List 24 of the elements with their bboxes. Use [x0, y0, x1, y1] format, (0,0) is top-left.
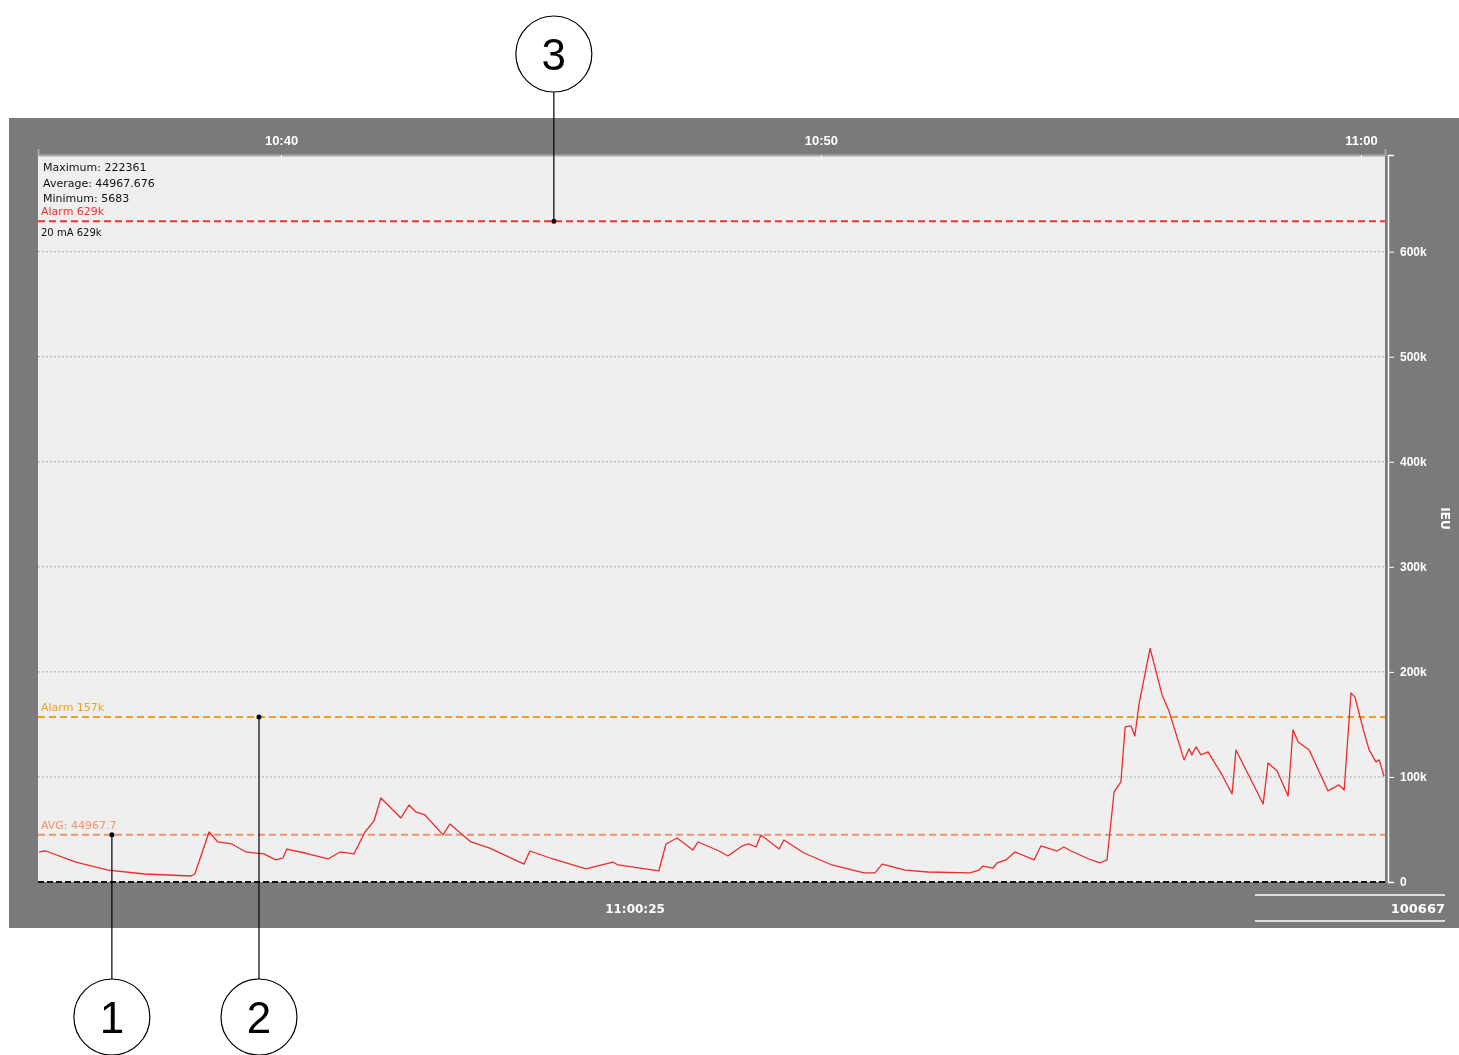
y-tick-label: 600k: [1400, 244, 1428, 259]
y-tick-label: 100k: [1400, 770, 1428, 785]
ref-line-label: Alarm 157k: [41, 701, 105, 715]
y-tick-label: 200k: [1400, 665, 1428, 680]
y-tick-label: 500k: [1400, 350, 1428, 365]
y-tick-label: 400k: [1400, 455, 1428, 470]
ref-line-label: AVG: 44967.7: [41, 818, 117, 832]
text: 100667: [1390, 901, 1445, 916]
x-tick-label: 11:00: [1345, 133, 1378, 148]
y-tick-label: 0: [1400, 875, 1407, 890]
x-tick-label: 10:40: [264, 133, 299, 148]
annotation: Maximum: 222361: [43, 161, 147, 174]
annotation: 1: [99, 993, 125, 1042]
y-tick-label: 300k: [1400, 560, 1428, 575]
annotation: Average: 44967.676: [43, 177, 155, 190]
annotation: 20 mA 629k: [41, 227, 102, 239]
annotation: 3: [541, 30, 567, 79]
y-axis-title: IEU: [1438, 507, 1452, 530]
annotation: Minimum: 5683: [43, 192, 130, 205]
line-series: [38, 647, 1385, 877]
ref-line-label: Alarm 629k: [41, 205, 105, 219]
annotation: 2: [246, 993, 272, 1042]
x-tick-label: 10:50: [804, 133, 838, 148]
text: 11:00:25: [605, 902, 665, 916]
